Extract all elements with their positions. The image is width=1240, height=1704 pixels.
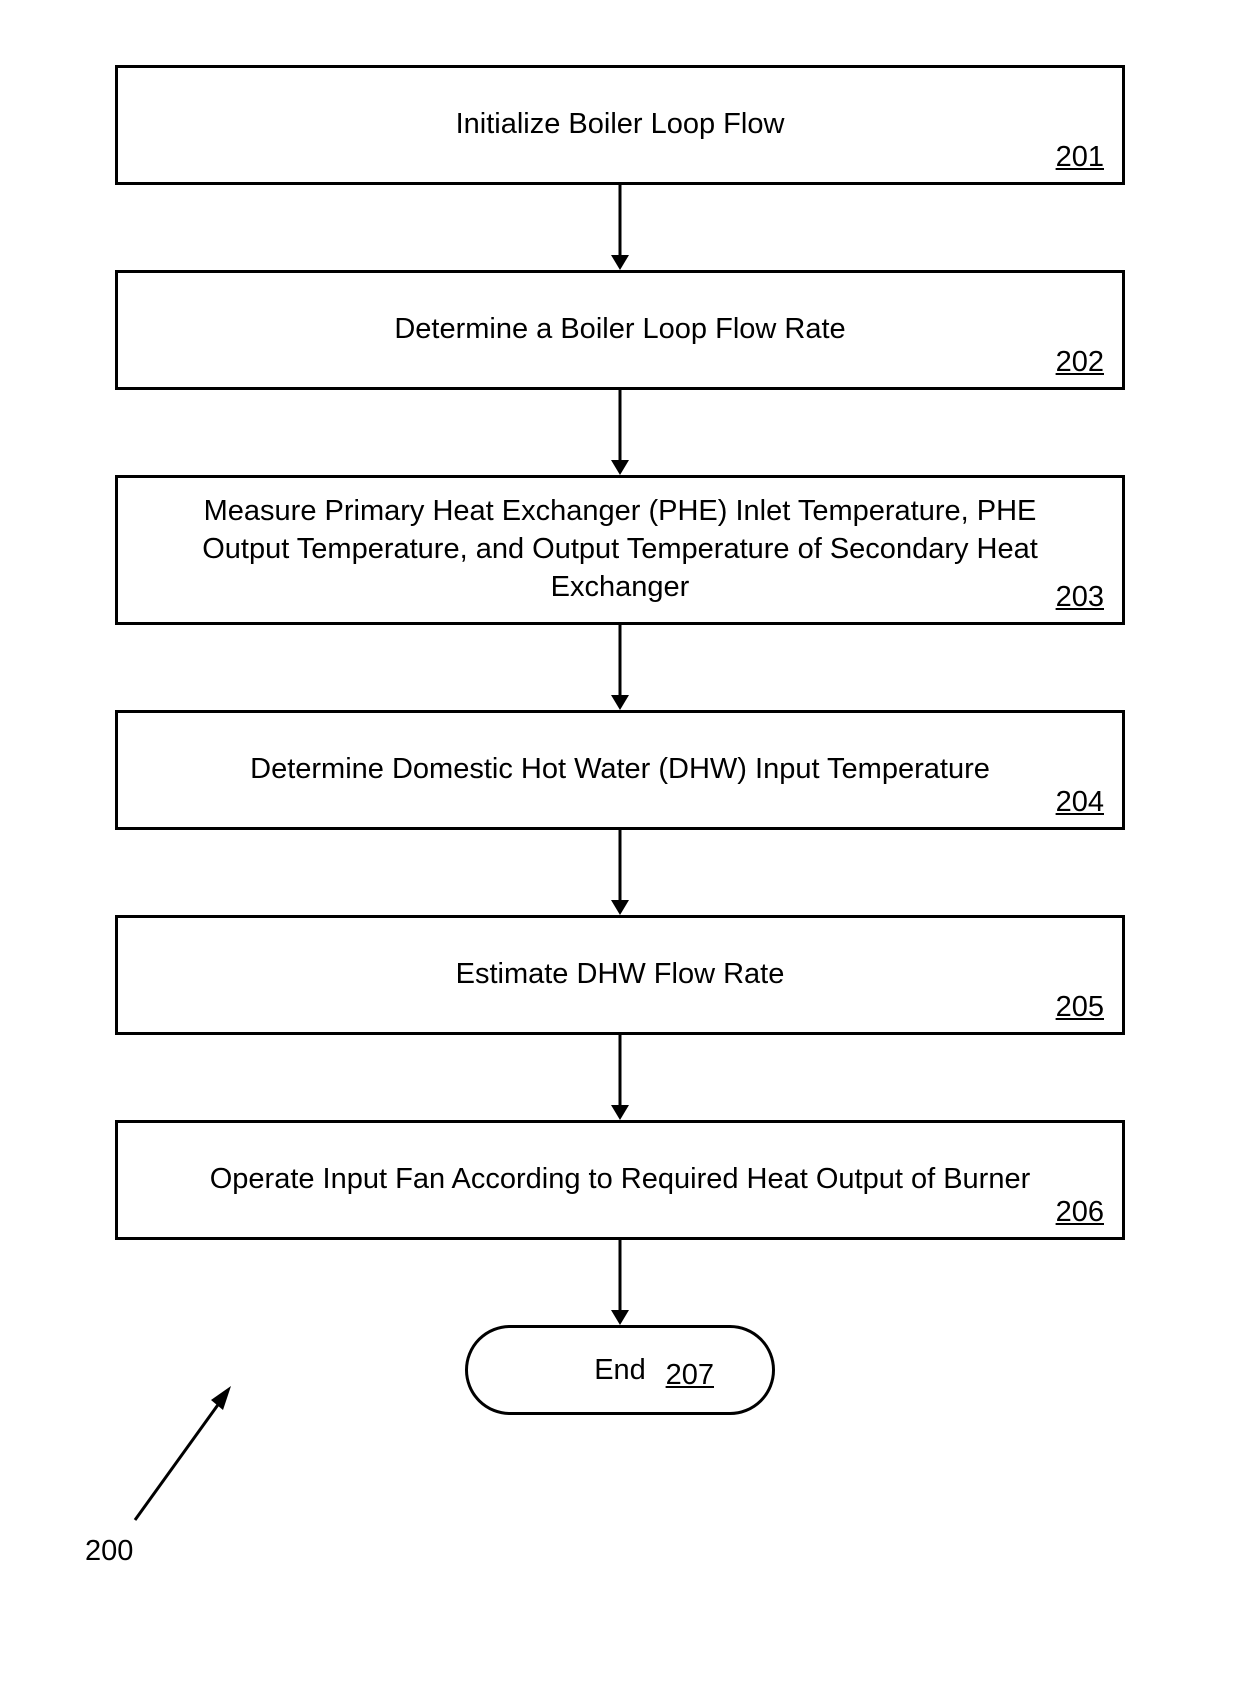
step-text: Operate Input Fan According to Required … (210, 1161, 1031, 1199)
arrow (115, 185, 1125, 270)
flowchart-step-204: Determine Domestic Hot Water (DHW) Input… (115, 710, 1125, 830)
step-text: Measure Primary Heat Exchanger (PHE) Inl… (158, 493, 1082, 606)
arrow (115, 390, 1125, 475)
step-text: Initialize Boiler Loop Flow (456, 106, 785, 144)
flowchart-terminator: End 207 (465, 1325, 775, 1415)
figure-reference-arrow (125, 1380, 245, 1530)
flowchart-step-202: Determine a Boiler Loop Flow Rate 202 (115, 270, 1125, 390)
flowchart-step-205: Estimate DHW Flow Rate 205 (115, 915, 1125, 1035)
step-number: 202 (1056, 346, 1104, 379)
step-number: 203 (1056, 581, 1104, 614)
flowchart-step-201: Initialize Boiler Loop Flow 201 (115, 65, 1125, 185)
arrow (115, 830, 1125, 915)
terminator-number: 207 (666, 1359, 714, 1392)
figure-label: 200 (85, 1535, 133, 1568)
arrow (115, 1035, 1125, 1120)
terminator-text: End (594, 1354, 646, 1387)
flowchart-container: Initialize Boiler Loop Flow 201 Determin… (115, 65, 1125, 1415)
step-number: 201 (1056, 141, 1104, 174)
arrow (115, 1240, 1125, 1325)
flowchart-step-203: Measure Primary Heat Exchanger (PHE) Inl… (115, 475, 1125, 625)
flowchart-step-206: Operate Input Fan According to Required … (115, 1120, 1125, 1240)
step-number: 205 (1056, 991, 1104, 1024)
step-text: Estimate DHW Flow Rate (456, 956, 785, 994)
step-text: Determine a Boiler Loop Flow Rate (394, 311, 845, 349)
step-number: 206 (1056, 1196, 1104, 1229)
step-text: Determine Domestic Hot Water (DHW) Input… (250, 751, 990, 789)
step-number: 204 (1056, 786, 1104, 819)
arrow (115, 625, 1125, 710)
